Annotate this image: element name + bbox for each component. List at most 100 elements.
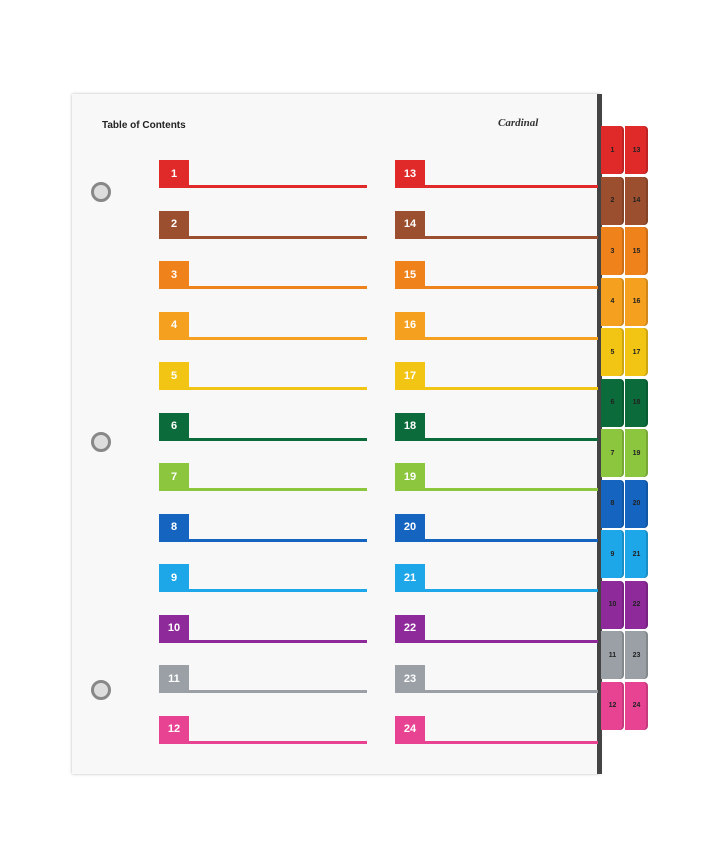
entry-number: 14	[395, 210, 425, 238]
toc-entry: 23	[395, 665, 598, 693]
toc-entry: 6	[159, 412, 367, 441]
entry-number: 16	[395, 311, 425, 339]
entry-number: 5	[159, 362, 189, 389]
index-tab[interactable]: 15	[625, 227, 648, 275]
entry-line	[395, 437, 598, 441]
punch-hole	[91, 182, 111, 202]
entry-line	[395, 488, 598, 491]
entry-number: 1	[159, 160, 189, 187]
toc-entry: 8	[159, 513, 367, 542]
index-tab[interactable]: 18	[625, 378, 648, 427]
entry-number: 11	[159, 665, 189, 692]
entry-line	[395, 690, 598, 693]
toc-entry: 18	[395, 412, 598, 441]
toc-entry: 17	[395, 362, 598, 390]
index-tab[interactable]: 7	[601, 429, 624, 477]
brand-logo: Cardinal	[498, 117, 539, 129]
entry-line	[159, 286, 367, 289]
entry-number: 4	[159, 311, 189, 339]
entry-line	[159, 437, 367, 441]
entry-line	[395, 185, 598, 188]
entry-number: 19	[395, 463, 425, 490]
toc-entry: 5	[159, 362, 367, 390]
entry-number: 7	[159, 463, 189, 490]
entry-number: 9	[159, 564, 189, 591]
toc-entry: 13	[395, 160, 598, 188]
toc-entry: 10	[159, 614, 367, 643]
toc-entry: 21	[395, 564, 598, 592]
index-tab[interactable]: 3	[601, 227, 624, 275]
punch-hole	[91, 432, 111, 452]
toc-entry: 16	[395, 311, 598, 340]
index-tab[interactable]: 2	[601, 176, 624, 225]
toc-entry: 14	[395, 210, 598, 239]
entry-number: 21	[395, 564, 425, 591]
index-tab[interactable]: 10	[601, 580, 624, 629]
punch-hole	[91, 680, 111, 700]
index-tab[interactable]: 23	[625, 631, 648, 679]
index-tab[interactable]: 5	[601, 328, 624, 376]
index-tab[interactable]: 21	[625, 530, 648, 578]
index-tab[interactable]: 4	[601, 277, 624, 326]
index-tab[interactable]: 24	[625, 681, 648, 730]
entry-number: 3	[159, 261, 189, 288]
entry-number: 15	[395, 261, 425, 288]
toc-entry: 1	[159, 160, 367, 188]
entry-number: 12	[159, 715, 189, 743]
entry-line	[395, 286, 598, 289]
entry-number: 20	[395, 513, 425, 541]
toc-entry: 7	[159, 463, 367, 491]
index-tab[interactable]: 8	[601, 479, 624, 528]
index-tab[interactable]: 19	[625, 429, 648, 477]
binding-strip	[597, 94, 602, 774]
entry-line	[159, 488, 367, 491]
index-tab[interactable]: 22	[625, 580, 648, 629]
index-tab[interactable]: 17	[625, 328, 648, 376]
entry-line	[159, 690, 367, 693]
entry-number: 18	[395, 412, 425, 440]
entry-number: 10	[159, 614, 189, 642]
index-tab[interactable]: 1	[601, 126, 624, 174]
entry-line	[395, 589, 598, 592]
entry-line	[159, 235, 367, 239]
entry-line	[159, 538, 367, 542]
entry-number: 24	[395, 715, 425, 743]
entry-line	[159, 639, 367, 643]
index-tab[interactable]: 16	[625, 277, 648, 326]
index-tab[interactable]: 20	[625, 479, 648, 528]
toc-entry: 12	[159, 715, 367, 744]
toc-entry: 9	[159, 564, 367, 592]
entry-line	[395, 639, 598, 643]
toc-entry: 24	[395, 715, 598, 744]
entry-number: 17	[395, 362, 425, 389]
entry-line	[159, 336, 367, 340]
entry-number: 13	[395, 160, 425, 187]
toc-entry: 20	[395, 513, 598, 542]
entry-line	[159, 387, 367, 390]
toc-entry: 15	[395, 261, 598, 289]
entry-line	[395, 387, 598, 390]
toc-entry: 4	[159, 311, 367, 340]
index-tab[interactable]: 14	[625, 176, 648, 225]
index-tab[interactable]: 9	[601, 530, 624, 578]
entry-line	[395, 538, 598, 542]
entry-line	[395, 235, 598, 239]
index-tab[interactable]: 6	[601, 378, 624, 427]
entry-line	[159, 185, 367, 188]
index-tab[interactable]: 11	[601, 631, 624, 679]
entry-number: 22	[395, 614, 425, 642]
entry-line	[159, 740, 367, 744]
index-tab[interactable]: 13	[625, 126, 648, 174]
toc-entry: 3	[159, 261, 367, 289]
entry-number: 8	[159, 513, 189, 541]
entry-number: 2	[159, 210, 189, 238]
toc-entry: 2	[159, 210, 367, 239]
entry-line	[159, 589, 367, 592]
index-tab[interactable]: 12	[601, 681, 624, 730]
toc-entry: 19	[395, 463, 598, 491]
toc-entry: 11	[159, 665, 367, 693]
page-title: Table of Contents	[102, 120, 186, 131]
entry-number: 6	[159, 412, 189, 440]
entry-number: 23	[395, 665, 425, 692]
entry-line	[395, 336, 598, 340]
